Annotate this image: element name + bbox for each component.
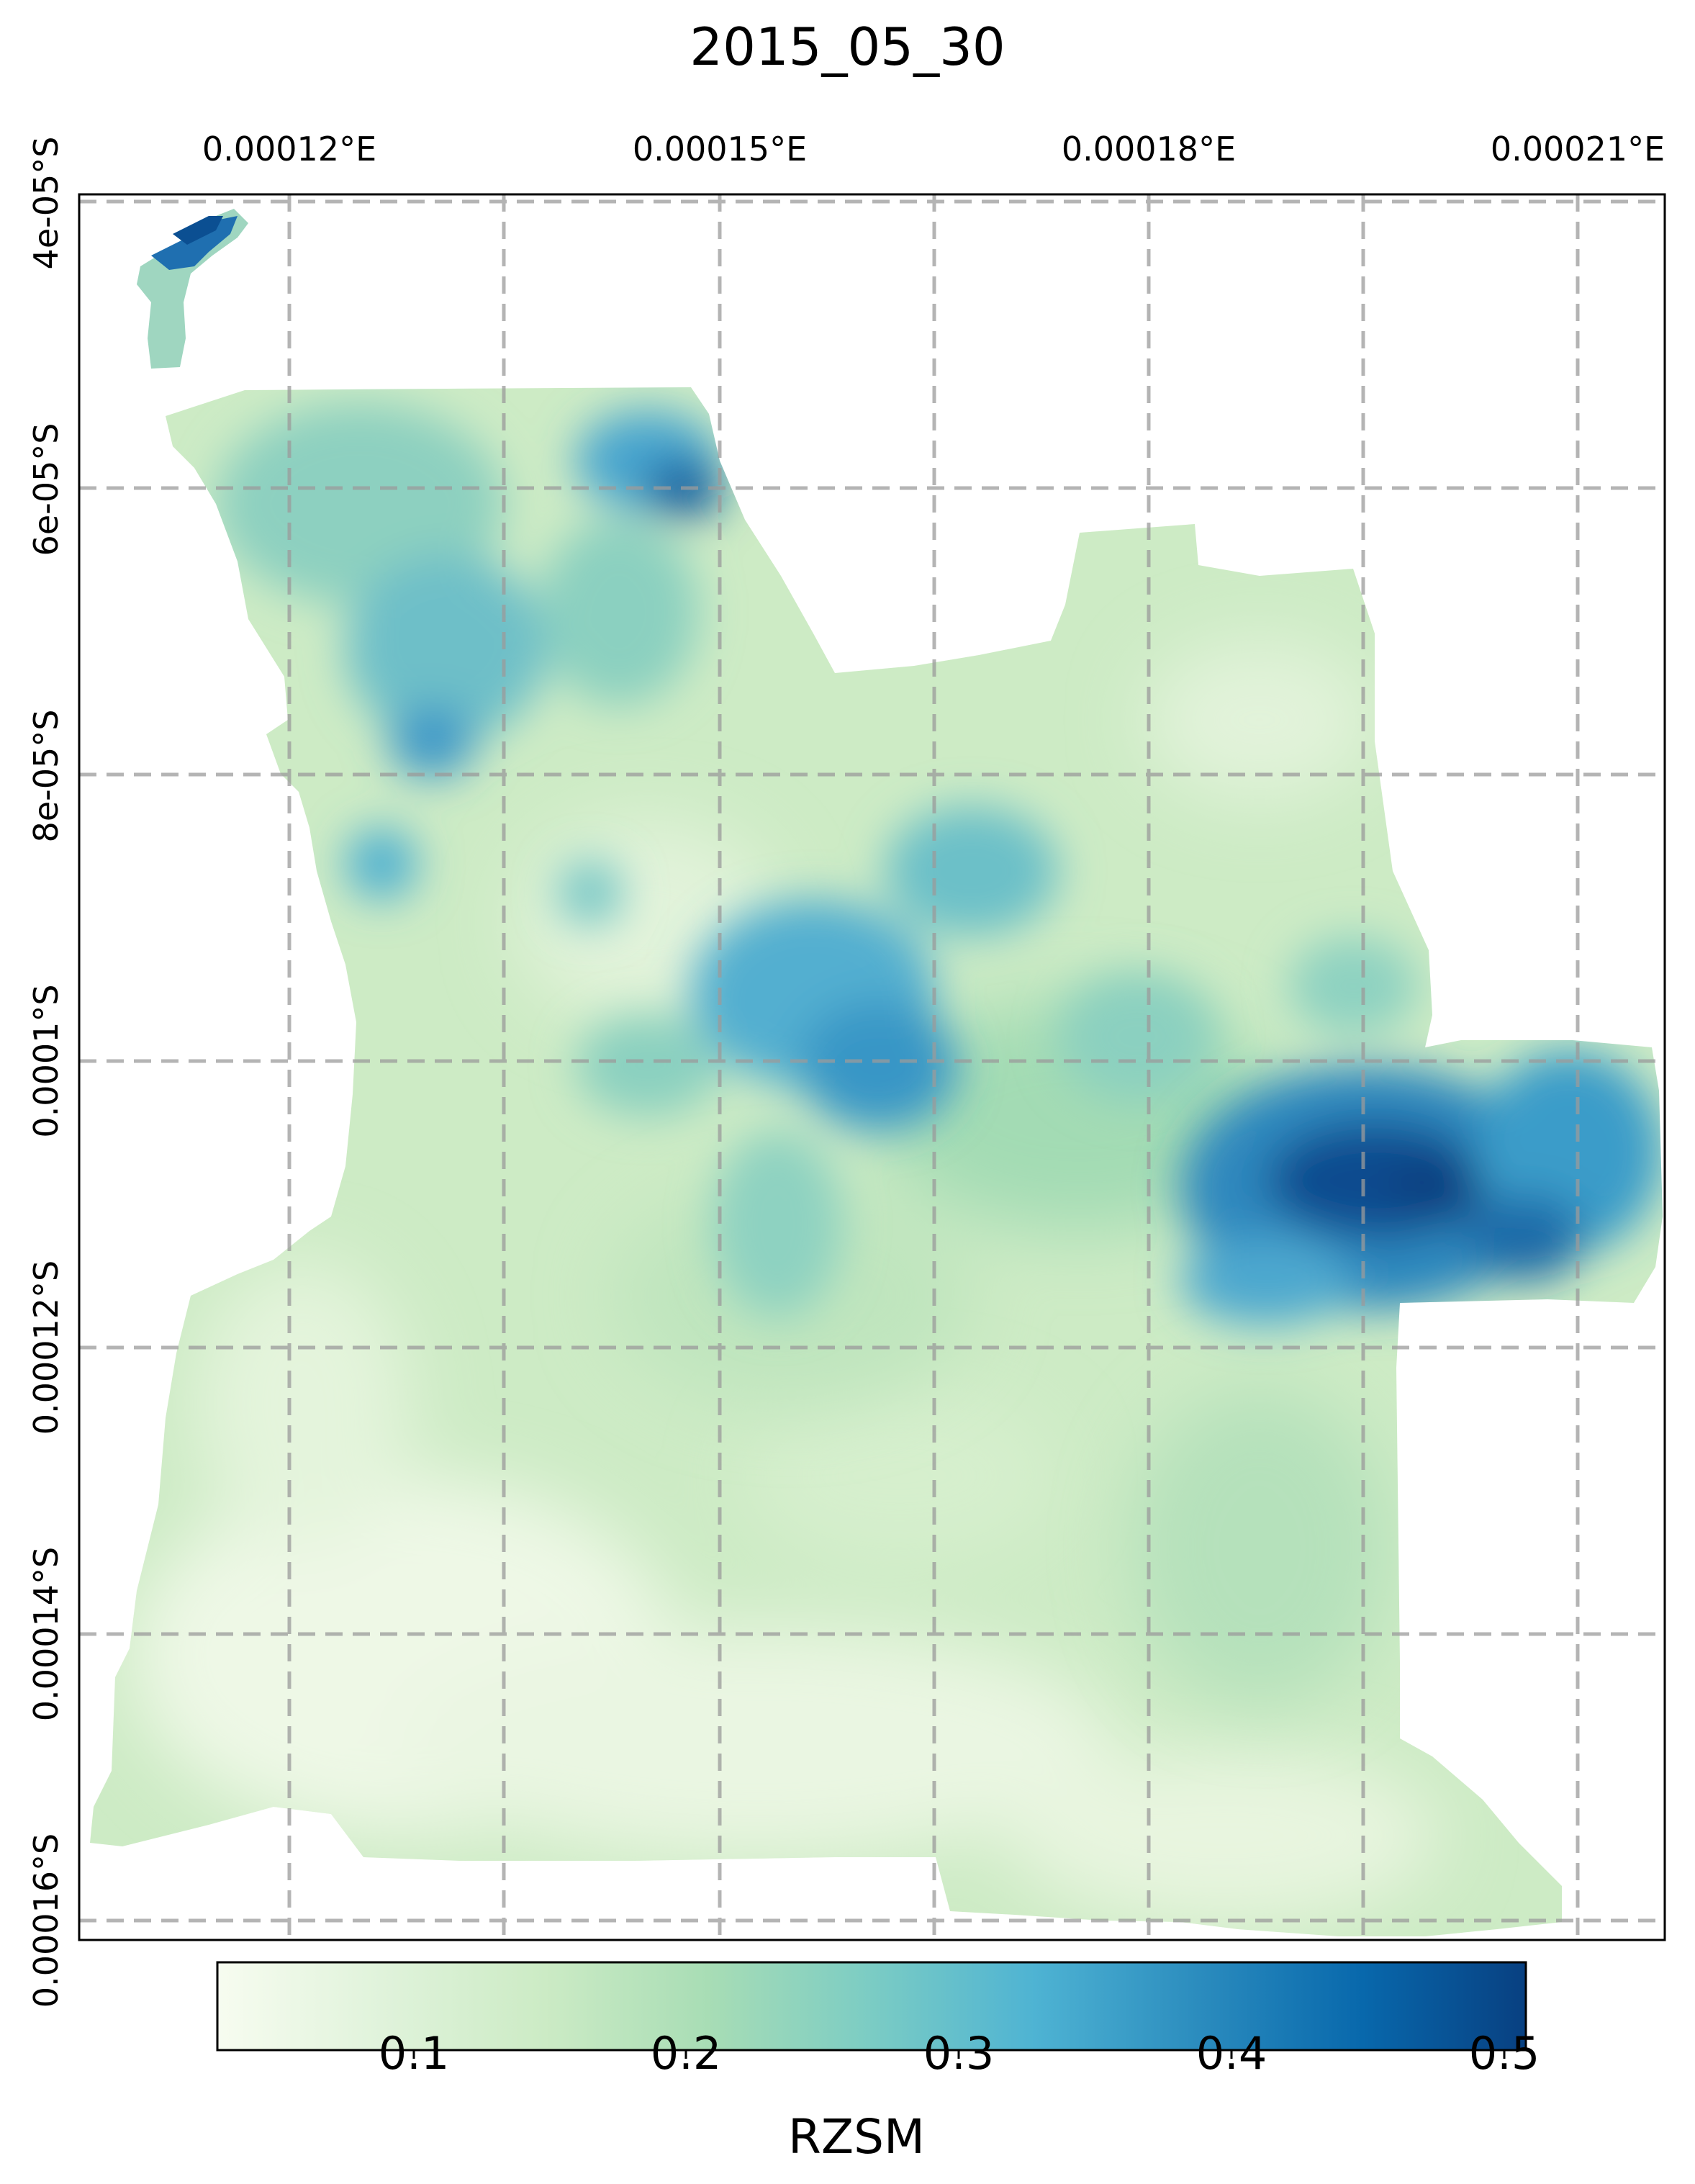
x-tick-label: 0.00021°E: [1490, 130, 1665, 168]
colorbar: [216, 1961, 1527, 2052]
colorbar-tick-label: 0.3: [923, 2027, 995, 2080]
x-tick-label: 0.00012°E: [202, 130, 377, 168]
map-frame: [78, 193, 1666, 1941]
colorbar-tick-label: 0.4: [1195, 2027, 1267, 2080]
colorbar-tick-label: 0.1: [378, 2027, 450, 2080]
x-tick-label: 0.00015°E: [632, 130, 808, 168]
colorbar-tick-label: 0.5: [1468, 2027, 1540, 2080]
colorbar-label: RZSM: [788, 2109, 925, 2165]
map-title: 2015_05_30: [690, 17, 1005, 77]
gridlines: [79, 194, 1665, 1940]
colorbar-tick-label: 0.2: [650, 2027, 722, 2080]
colorbar-ticks: [412, 2050, 1506, 2059]
cabinda-exclave: [137, 209, 248, 369]
x-tick-label: 0.00018°E: [1061, 130, 1237, 168]
